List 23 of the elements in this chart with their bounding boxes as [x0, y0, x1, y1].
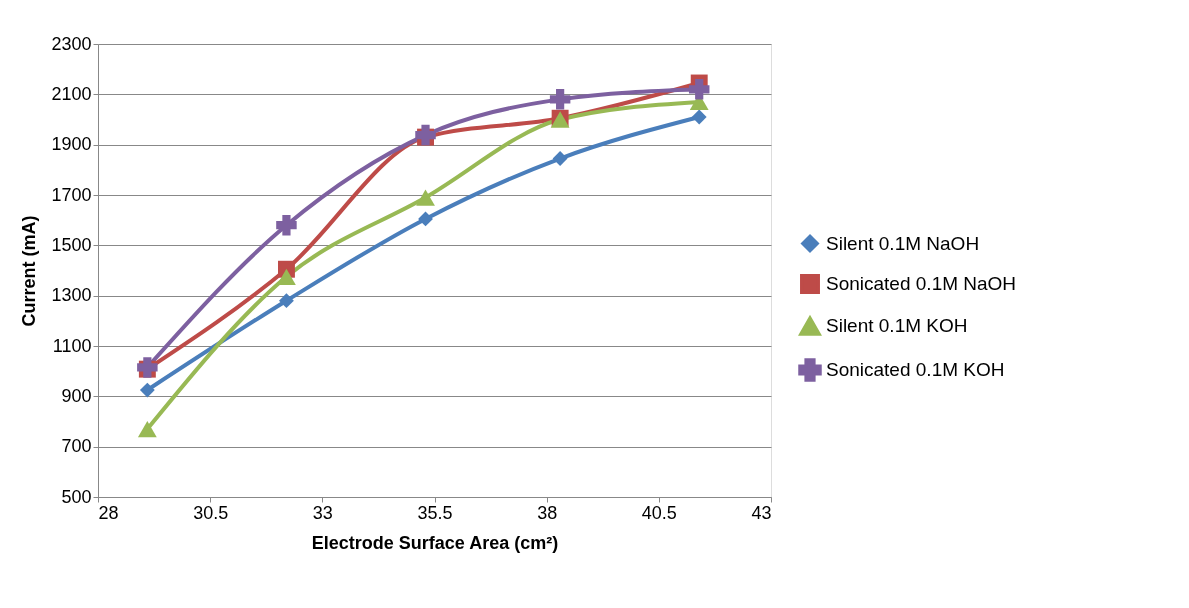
x-tick-label: 28	[98, 502, 119, 523]
legend-label: Silent 0.1M KOH	[826, 315, 968, 336]
x-tick-label: 40.5	[641, 502, 677, 523]
y-tick-label: 2300	[51, 33, 92, 54]
y-tick-label: 1900	[51, 134, 92, 155]
legend-label: Silent 0.1M NaOH	[826, 232, 980, 254]
y-tick-label: 1700	[51, 184, 92, 205]
y-axis-title: Current (mA)	[19, 215, 40, 327]
x-tick-label: 30.5	[193, 502, 229, 523]
y-tick-label: 1300	[51, 285, 92, 306]
x-tick-label: 43	[751, 502, 772, 523]
y-tick-label: 2100	[51, 83, 92, 104]
y-tick-label: 900	[61, 385, 92, 406]
y-tick-label: 500	[61, 486, 92, 507]
x-tick-label: 38	[537, 502, 558, 523]
y-tick-label: 1500	[51, 234, 92, 255]
x-axis-title: Electrode Surface Area (cm²)	[311, 532, 559, 553]
legend-label: Sonicated 0.1M KOH	[826, 359, 1005, 380]
legend-label: Sonicated 0.1M NaOH	[826, 273, 1017, 294]
x-tick-label: 33	[312, 502, 333, 523]
x-tick-label: 35.5	[417, 502, 453, 523]
y-tick-label: 1100	[52, 335, 92, 356]
y-tick-label: 700	[61, 436, 92, 457]
